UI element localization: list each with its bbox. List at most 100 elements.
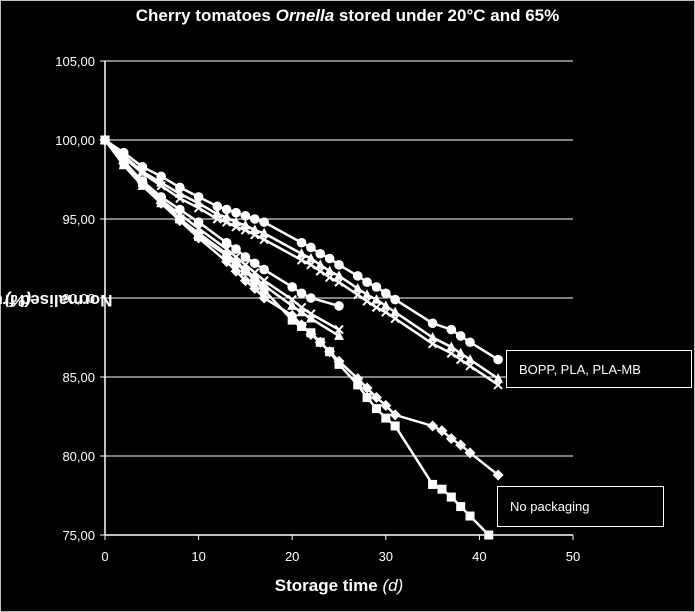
x-axis-label-unit: (d)	[382, 576, 404, 595]
x-tick-label: 30	[379, 549, 393, 564]
x-tick-label: 20	[285, 549, 299, 564]
data-point	[259, 275, 269, 286]
data-point	[305, 313, 316, 323]
data-point	[380, 300, 391, 310]
data-point	[334, 330, 344, 340]
data-series	[100, 135, 494, 540]
annotation-packaged: BOPP, PLA, PLA-MB	[506, 350, 692, 388]
data-point	[249, 258, 260, 269]
data-point	[287, 294, 297, 305]
data-point	[175, 182, 185, 193]
data-point	[436, 425, 448, 437]
data-point	[175, 214, 185, 224]
data-point	[249, 214, 260, 224]
data-point	[456, 502, 466, 512]
x-tick-label: 0	[101, 549, 108, 564]
data-point	[334, 301, 344, 311]
data-point	[259, 264, 269, 275]
data-point	[231, 222, 241, 232]
data-point	[427, 318, 438, 329]
data-point	[306, 260, 316, 270]
data-point	[222, 250, 232, 260]
data-point	[324, 265, 335, 276]
data-point	[296, 306, 307, 317]
data-point	[371, 294, 382, 304]
data-point	[493, 354, 503, 365]
data-point	[100, 135, 110, 145]
data-point	[446, 341, 457, 351]
data-point	[212, 201, 223, 212]
data-point	[389, 409, 401, 421]
data-point	[231, 207, 241, 218]
data-point	[380, 399, 392, 411]
x-tick-label: 40	[472, 549, 486, 564]
data-point	[296, 248, 307, 258]
data-point	[137, 168, 148, 178]
data-point	[240, 211, 251, 221]
data-point	[352, 283, 363, 293]
data-point	[240, 225, 251, 235]
data-point	[315, 259, 326, 269]
data-point	[231, 258, 241, 268]
x-tick-label: 10	[191, 549, 205, 564]
data-point	[437, 484, 447, 494]
data-point	[352, 271, 363, 281]
data-point	[137, 178, 147, 188]
data-point	[390, 294, 400, 305]
data-point	[193, 217, 204, 227]
data-point	[258, 292, 270, 304]
data-point	[353, 380, 363, 390]
data-point	[119, 156, 129, 166]
y-axis-label-unit: (%)	[4, 291, 32, 310]
data-point	[315, 248, 326, 259]
x-axis-label: Storage time (d)	[105, 576, 573, 596]
data-point	[193, 203, 204, 213]
data-point	[305, 253, 316, 263]
data-point	[427, 332, 438, 342]
axes	[100, 60, 574, 540]
data-point	[428, 479, 438, 489]
data-point	[493, 380, 503, 390]
data-point	[362, 277, 372, 288]
data-point	[156, 195, 166, 205]
data-point	[446, 324, 457, 335]
data-point	[306, 328, 316, 338]
data-point	[334, 324, 344, 335]
data-point	[370, 392, 382, 404]
data-point	[250, 230, 260, 240]
gridlines	[105, 60, 573, 457]
data-point	[287, 315, 297, 325]
data-point	[371, 282, 382, 292]
data-point	[465, 361, 475, 371]
title-main: Cherry tomatoes	[135, 6, 276, 25]
data-point	[353, 290, 363, 300]
data-point	[306, 309, 316, 319]
data-point	[221, 204, 232, 215]
y-tick-label: 80,00	[62, 449, 95, 464]
data-point	[240, 266, 250, 276]
data-point	[446, 348, 457, 359]
data-point	[390, 306, 401, 317]
data-point	[306, 242, 316, 253]
data-point	[259, 227, 270, 238]
data-point	[193, 223, 204, 234]
y-tick-label: 90,00	[62, 291, 95, 306]
data-point	[455, 439, 467, 451]
data-point	[240, 252, 251, 262]
data-point	[427, 339, 438, 349]
series-group	[99, 134, 504, 540]
data-point	[371, 302, 382, 313]
data-point	[306, 293, 316, 303]
y-tick-label: 100,00	[55, 133, 95, 148]
data-point	[296, 302, 307, 313]
title-italic: Ornella	[275, 6, 335, 25]
data-point	[465, 354, 476, 364]
data-point	[175, 193, 185, 204]
annotation-no-packaging: No packaging	[497, 486, 664, 527]
data-point	[362, 289, 373, 299]
data-point	[315, 337, 325, 347]
data-point	[362, 393, 372, 403]
data-point	[334, 270, 344, 280]
data-point	[334, 277, 344, 287]
